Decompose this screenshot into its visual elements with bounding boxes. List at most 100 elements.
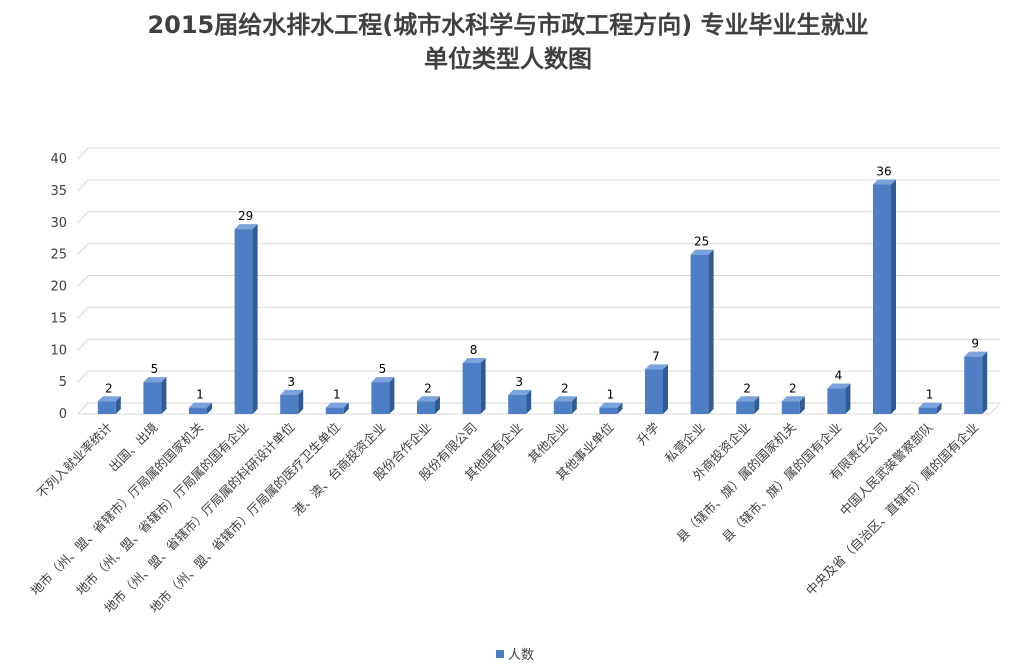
bar-top: [553, 396, 577, 402]
bar: [371, 382, 390, 414]
chart-title-line-2: 单位类型人数图: [424, 45, 592, 73]
bar: [325, 407, 344, 414]
gridline-side: [77, 211, 89, 224]
gridline-side: [77, 370, 89, 383]
y-tick-label: 20: [50, 280, 67, 295]
y-tick-label: 5: [59, 375, 67, 390]
y-tick-label: 0: [59, 407, 67, 422]
category-label: 私营企业: [662, 420, 708, 466]
data-label: 2: [424, 381, 432, 395]
category-label: 中央及省（自治区、直辖市）属的国有企业: [803, 420, 982, 599]
data-label: 3: [287, 375, 295, 389]
data-label: 1: [926, 388, 934, 402]
bar: [827, 388, 846, 414]
category-label: 其他企业: [525, 420, 571, 466]
legend: 人数: [496, 644, 534, 663]
y-tick-label: 25: [50, 248, 67, 263]
bar: [189, 407, 207, 414]
chart-title-line-1: 2015届给水排水工程(城市水科学与市政工程方向) 专业毕业生就业: [147, 11, 869, 39]
bar: [645, 369, 663, 414]
bar: [781, 401, 800, 414]
data-label: 8: [470, 343, 478, 357]
legend-label: 人数: [508, 648, 535, 663]
legend-swatch: [496, 649, 504, 658]
bar-side: [207, 402, 212, 414]
data-label: 2: [105, 381, 113, 395]
bar-top: [645, 364, 668, 370]
bar-side: [480, 358, 486, 414]
data-label: 9: [971, 337, 979, 351]
bar-side: [754, 396, 760, 414]
bar-top: [508, 389, 532, 395]
data-label: 1: [333, 388, 341, 402]
bar: [417, 401, 435, 414]
bar-top: [97, 396, 121, 402]
bar: [873, 184, 891, 414]
data-label: 7: [652, 349, 660, 363]
data-label: 4: [835, 369, 843, 383]
bar: [599, 407, 618, 414]
bar: [736, 401, 755, 414]
bar-side: [298, 389, 304, 414]
data-label: 2: [789, 381, 797, 395]
bar-top: [827, 383, 851, 389]
bar-side: [161, 377, 167, 414]
category-label: 不列入就业率统计: [34, 420, 115, 501]
bar-side: [526, 389, 532, 414]
data-label: 5: [379, 362, 387, 376]
bar-top: [280, 389, 304, 395]
y-tick-label: 40: [50, 152, 67, 167]
gridline-side: [77, 179, 89, 192]
y-tick-label: 35: [50, 184, 67, 199]
bar-side: [982, 351, 988, 414]
bar-top: [325, 402, 349, 408]
gridline-side: [77, 307, 89, 319]
bar-side: [708, 249, 714, 414]
data-label: 25: [694, 235, 709, 249]
bar-side: [252, 224, 258, 414]
bar: [234, 229, 253, 414]
bar-top: [690, 249, 714, 255]
bar-top: [873, 179, 896, 185]
bar: [143, 382, 162, 414]
bar-top: [417, 396, 440, 402]
y-tick-label: 30: [50, 216, 67, 231]
bar-top: [234, 224, 258, 230]
bar: [97, 401, 116, 414]
bar-side: [435, 396, 440, 414]
chart-floor: [76, 402, 1002, 415]
gridline-side: [77, 338, 89, 351]
bar: [280, 394, 299, 414]
bar-side: [389, 377, 395, 414]
data-label: 1: [196, 388, 204, 402]
data-label: 2: [561, 381, 569, 395]
bar-side: [617, 402, 623, 414]
bar-top: [964, 351, 988, 357]
bar-top: [781, 396, 805, 402]
data-label: 5: [151, 362, 159, 376]
bar-top: [918, 402, 942, 408]
data-label: 36: [876, 165, 891, 179]
data-label: 3: [515, 375, 523, 389]
bar-side: [663, 364, 668, 414]
bar-side: [571, 396, 577, 414]
bar: [462, 363, 481, 414]
bar: [553, 401, 572, 414]
data-label: 1: [607, 388, 615, 402]
gridline-side: [77, 243, 89, 255]
data-label: 29: [238, 209, 253, 223]
gridline-side: [77, 275, 89, 287]
bar-side: [343, 402, 349, 414]
bar-top: [462, 358, 486, 363]
category-label: 地市（州、盟、省辖市）厅局属的国有企业: [73, 420, 252, 599]
chart-title: 2015届给水排水工程(城市水科学与市政工程方向) 专业毕业生就业 单位类型人数…: [0, 8, 1016, 76]
y-tick-label: 10: [50, 343, 67, 358]
category-label: 升学: [634, 420, 662, 448]
gridline-side: [77, 147, 89, 160]
bar-top: [599, 402, 623, 408]
bar: [508, 394, 527, 414]
bar: [918, 407, 937, 414]
bar-top: [189, 402, 212, 408]
bar: [690, 254, 709, 414]
data-label: 2: [743, 381, 751, 395]
